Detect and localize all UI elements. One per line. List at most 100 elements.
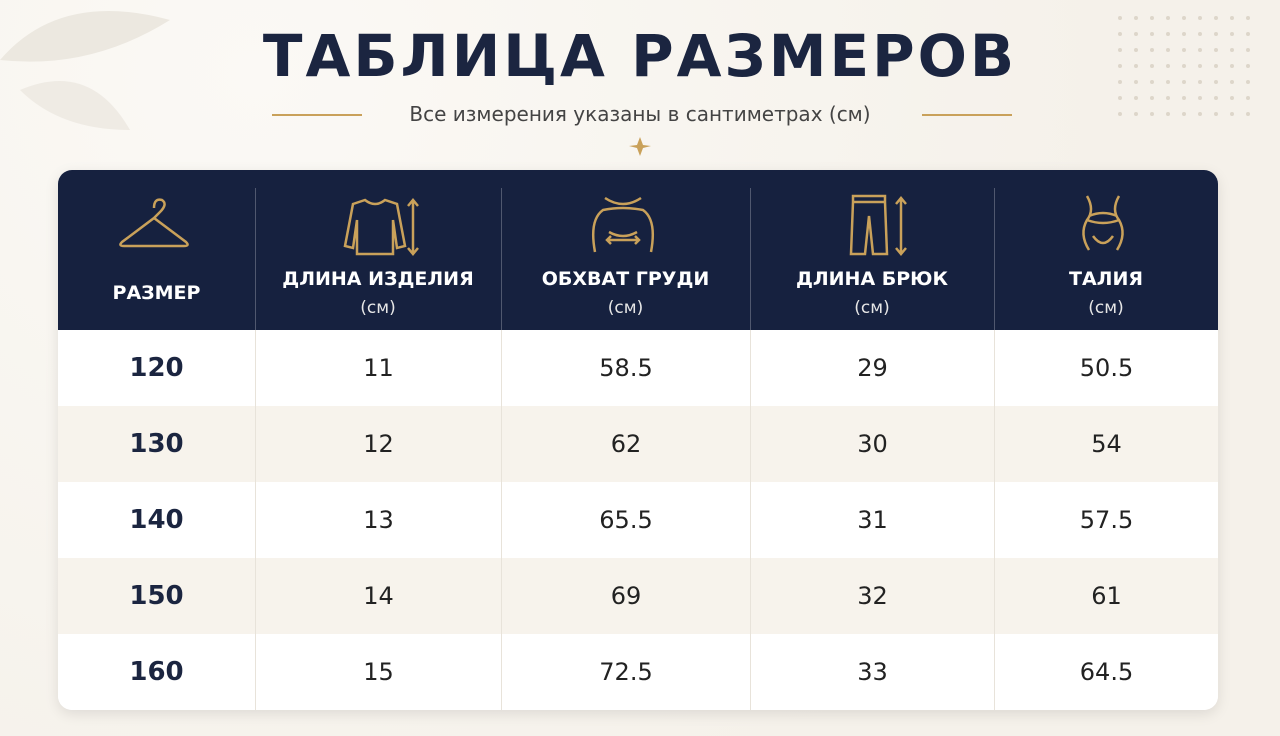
dot: [1198, 16, 1202, 20]
dot: [1182, 16, 1186, 20]
table-cell: 57.5: [994, 482, 1218, 558]
table-row: 120 11 58.5 29 50.5: [58, 330, 1218, 406]
dot: [1134, 32, 1138, 36]
dot: [1118, 32, 1122, 36]
dot: [1134, 80, 1138, 84]
header-separator: [501, 188, 502, 330]
header-icon: [591, 196, 654, 253]
table-cell: 120: [129, 353, 184, 383]
table-cell: 15: [255, 634, 501, 710]
dot: [1150, 96, 1154, 100]
dot: [1246, 48, 1250, 52]
dot: [1166, 80, 1170, 84]
dot: [1230, 32, 1234, 36]
dot: [1150, 16, 1154, 20]
dot: [1246, 64, 1250, 68]
table-cell: 64.5: [994, 634, 1218, 710]
dot: [1230, 48, 1234, 52]
dot: [1118, 112, 1122, 116]
dot: [1214, 112, 1218, 116]
dot: [1182, 112, 1186, 116]
dot: [1166, 96, 1170, 100]
header-separator: [994, 188, 995, 330]
header-icon: [1082, 195, 1124, 251]
table-cell: 33: [750, 634, 994, 710]
size-table: РАЗМЕР ДЛИНА ИЗДЕЛИЯ (см) ОБХВАТ ГРУДИ (см) Д…: [58, 170, 1218, 710]
dot: [1150, 48, 1154, 52]
header-cell: ДЛИНА ИЗДЕЛИЯ (см): [255, 170, 501, 330]
title: ТАБЛИЦА РАЗМЕРОВ: [262, 22, 1018, 90]
dot: [1198, 112, 1202, 116]
dot: [1246, 16, 1250, 20]
table-cell: 13: [255, 482, 501, 558]
dot: [1150, 64, 1154, 68]
dot: [1134, 96, 1138, 100]
header-separator: [750, 188, 751, 330]
header-icon: [849, 194, 907, 256]
header-separator: [255, 188, 256, 330]
table-row: 140 13 65.5 31 57.5: [58, 482, 1218, 558]
dot: [1134, 64, 1138, 68]
table-row: 130 12 62 30 54: [58, 406, 1218, 482]
leaf: [0, 11, 170, 62]
table-cell: 69: [501, 558, 750, 634]
dot: [1230, 16, 1234, 20]
dot: [1214, 16, 1218, 20]
dot: [1150, 80, 1154, 84]
dot: [1182, 80, 1186, 84]
dot: [1214, 32, 1218, 36]
dot: [1230, 64, 1234, 68]
dot: [1198, 80, 1202, 84]
table-cell: 29: [750, 330, 994, 406]
header-cell: ТАЛИЯ (см): [994, 170, 1218, 330]
dot-grid: [1118, 16, 1250, 116]
table-cell: 32: [750, 558, 994, 634]
dot: [1118, 48, 1122, 52]
header-unit: (см): [607, 298, 644, 318]
subtitle: Все измерения указаны в сантиметрах (см): [409, 102, 871, 126]
dot: [1246, 112, 1250, 116]
table-cell: 65.5: [501, 482, 750, 558]
dot: [1230, 80, 1234, 84]
header-label: РАЗМЕР: [112, 282, 201, 304]
table-row: 150 14 69 32 61: [58, 558, 1218, 634]
table-cell: 54: [994, 406, 1218, 482]
table-cell: 62: [501, 406, 750, 482]
header-unit: (см): [1088, 298, 1124, 318]
table-cell: 61: [994, 558, 1218, 634]
dot: [1118, 96, 1122, 100]
dot: [1166, 48, 1170, 52]
dot: [1246, 80, 1250, 84]
table-cell: 140: [129, 505, 184, 535]
header-cell: ДЛИНА БРЮК (см): [750, 170, 994, 330]
dot: [1246, 96, 1250, 100]
header-icon: [343, 198, 419, 256]
dot: [1134, 112, 1138, 116]
header-label: ОБХВАТ ГРУДИ: [541, 268, 710, 290]
header-cell: ОБХВАТ ГРУДИ (см): [501, 170, 750, 330]
table-cell: 30: [750, 406, 994, 482]
header-icon: [118, 198, 189, 248]
header-unit: (см): [360, 298, 396, 318]
dot: [1150, 112, 1154, 116]
dot: [1182, 48, 1186, 52]
dot: [1230, 112, 1234, 116]
table-cell: 12: [255, 406, 501, 482]
dot: [1150, 32, 1154, 36]
header-label: ДЛИНА ИЗДЕЛИЯ: [282, 268, 474, 290]
dot: [1134, 16, 1138, 20]
dot: [1198, 96, 1202, 100]
table-cell: 150: [129, 581, 184, 611]
dot: [1166, 32, 1170, 36]
dot: [1198, 48, 1202, 52]
dot: [1134, 48, 1138, 52]
dot: [1182, 64, 1186, 68]
table-cell: 11: [255, 330, 501, 406]
dot: [1118, 64, 1122, 68]
table-cell: 130: [129, 429, 184, 459]
dot: [1166, 64, 1170, 68]
dot: [1246, 32, 1250, 36]
